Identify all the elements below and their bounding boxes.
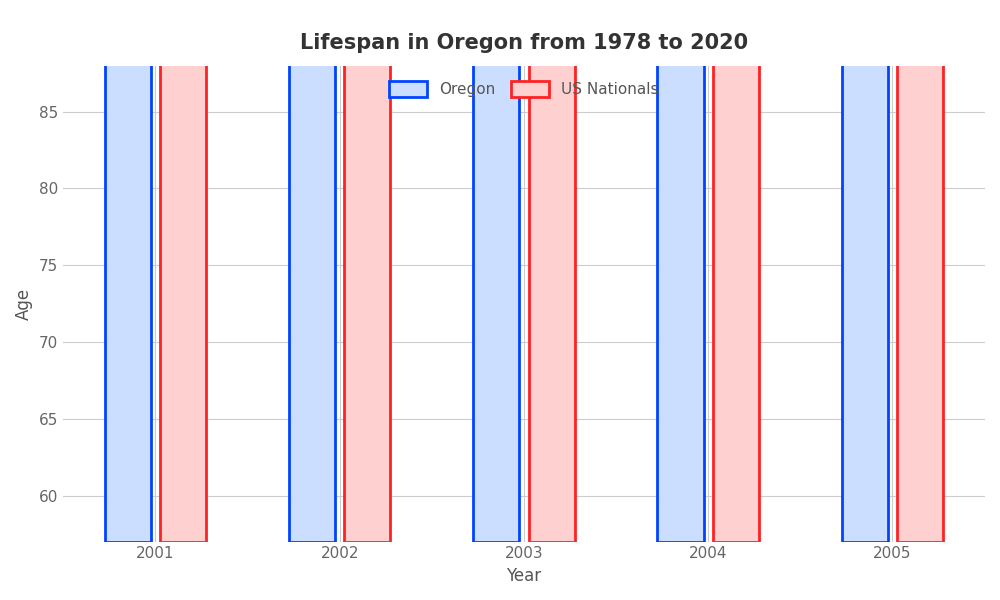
Bar bbox=[897, 0, 943, 542]
Bar bbox=[657, 0, 704, 542]
Y-axis label: Age: Age bbox=[15, 287, 33, 320]
Legend: Oregon, US Nationals: Oregon, US Nationals bbox=[381, 73, 666, 104]
Bar bbox=[344, 0, 390, 542]
Bar bbox=[289, 0, 335, 542]
Bar bbox=[160, 0, 206, 542]
X-axis label: Year: Year bbox=[506, 567, 541, 585]
Bar bbox=[842, 0, 888, 542]
Bar bbox=[529, 0, 575, 542]
Bar bbox=[713, 0, 759, 542]
Bar bbox=[473, 0, 519, 542]
Title: Lifespan in Oregon from 1978 to 2020: Lifespan in Oregon from 1978 to 2020 bbox=[300, 33, 748, 53]
Bar bbox=[105, 0, 151, 542]
